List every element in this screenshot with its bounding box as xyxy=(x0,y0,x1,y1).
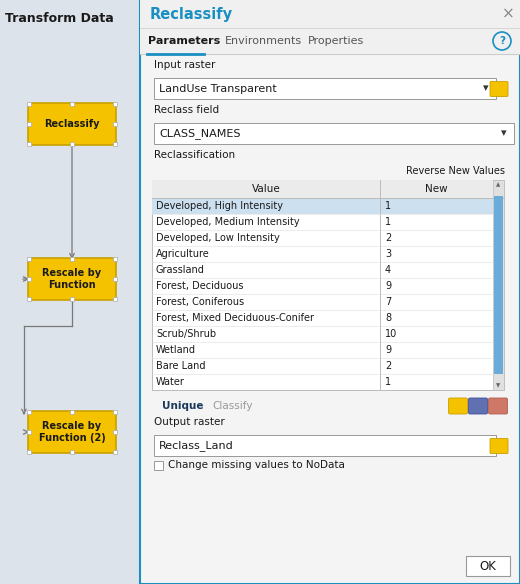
Text: 4: 4 xyxy=(385,265,391,275)
FancyBboxPatch shape xyxy=(488,398,508,414)
FancyBboxPatch shape xyxy=(469,398,488,414)
Bar xyxy=(113,430,117,434)
Text: Input raster: Input raster xyxy=(154,60,215,70)
Bar xyxy=(113,450,117,454)
Text: 1: 1 xyxy=(385,377,391,387)
Text: Classify: Classify xyxy=(212,401,253,411)
Text: 9: 9 xyxy=(385,345,391,355)
Text: 9: 9 xyxy=(385,281,391,291)
FancyBboxPatch shape xyxy=(490,439,508,454)
Text: Developed, High Intensity: Developed, High Intensity xyxy=(156,201,283,211)
Bar xyxy=(27,142,31,146)
Text: Agriculture: Agriculture xyxy=(156,249,210,259)
FancyBboxPatch shape xyxy=(448,398,467,414)
Bar xyxy=(152,180,493,198)
Text: 10: 10 xyxy=(385,329,397,339)
Text: Reverse New Values: Reverse New Values xyxy=(406,166,505,176)
FancyBboxPatch shape xyxy=(490,82,508,96)
Text: Output raster: Output raster xyxy=(154,417,225,427)
Text: Change missing values to NoData: Change missing values to NoData xyxy=(168,461,345,471)
Bar xyxy=(154,123,514,144)
Bar xyxy=(27,122,31,126)
Bar xyxy=(70,410,74,414)
Text: Bare Land: Bare Land xyxy=(156,361,205,371)
Text: Reclass field: Reclass field xyxy=(154,105,219,115)
Text: ▼: ▼ xyxy=(497,384,501,388)
Text: New: New xyxy=(425,184,448,194)
Bar xyxy=(27,297,31,301)
Text: 1: 1 xyxy=(385,201,391,211)
Bar xyxy=(70,102,74,106)
Bar xyxy=(154,461,163,470)
Text: ?: ? xyxy=(499,36,505,46)
Bar xyxy=(27,102,31,106)
Text: OK: OK xyxy=(479,559,497,572)
Text: Rescale by
Function (2): Rescale by Function (2) xyxy=(38,421,106,443)
Bar xyxy=(154,435,496,456)
Bar xyxy=(70,450,74,454)
Bar xyxy=(140,28,520,54)
Text: CLASS_NAMES: CLASS_NAMES xyxy=(159,128,240,139)
Bar xyxy=(27,450,31,454)
Bar xyxy=(493,180,504,390)
Text: 8: 8 xyxy=(385,313,391,323)
Bar xyxy=(152,180,504,390)
Bar xyxy=(0,0,140,584)
Text: Reclassify: Reclassify xyxy=(150,6,233,22)
Text: Developed, Medium Intensity: Developed, Medium Intensity xyxy=(156,217,300,227)
FancyBboxPatch shape xyxy=(28,258,116,300)
Bar xyxy=(494,196,503,374)
Text: Unique: Unique xyxy=(162,401,203,411)
Bar xyxy=(70,257,74,261)
Text: ×: × xyxy=(502,6,514,22)
Bar xyxy=(113,257,117,261)
Bar xyxy=(70,297,74,301)
Bar xyxy=(70,142,74,146)
Text: Rescale by
Function: Rescale by Function xyxy=(43,268,101,290)
Bar xyxy=(27,410,31,414)
Text: Transform Data: Transform Data xyxy=(5,12,114,25)
Text: Forest, Mixed Deciduous-Conifer: Forest, Mixed Deciduous-Conifer xyxy=(156,313,314,323)
Bar xyxy=(154,78,496,99)
Text: Parameters: Parameters xyxy=(148,36,220,46)
Text: Environments: Environments xyxy=(225,36,302,46)
Text: Forest, Deciduous: Forest, Deciduous xyxy=(156,281,243,291)
Bar xyxy=(27,430,31,434)
Bar xyxy=(113,410,117,414)
Text: 2: 2 xyxy=(385,233,391,243)
Bar xyxy=(113,277,117,281)
Text: 2: 2 xyxy=(385,361,391,371)
FancyBboxPatch shape xyxy=(28,411,116,453)
Bar xyxy=(140,0,520,584)
Text: Forest, Coniferous: Forest, Coniferous xyxy=(156,297,244,307)
Text: Grassland: Grassland xyxy=(156,265,205,275)
Bar xyxy=(140,0,520,28)
Text: Developed, Low Intensity: Developed, Low Intensity xyxy=(156,233,280,243)
Bar xyxy=(113,297,117,301)
Bar xyxy=(113,142,117,146)
Text: Reclass_Land: Reclass_Land xyxy=(159,440,234,451)
Text: 7: 7 xyxy=(385,297,391,307)
Text: ▲: ▲ xyxy=(497,182,501,187)
Text: ▾: ▾ xyxy=(501,128,507,138)
Text: Value: Value xyxy=(252,184,280,194)
Text: Properties: Properties xyxy=(308,36,364,46)
Bar xyxy=(27,257,31,261)
Bar xyxy=(113,122,117,126)
Text: 3: 3 xyxy=(385,249,391,259)
Text: Reclassification: Reclassification xyxy=(154,150,235,160)
Text: Wetland: Wetland xyxy=(156,345,196,355)
Text: ▾: ▾ xyxy=(483,84,489,93)
Bar xyxy=(466,556,510,576)
FancyBboxPatch shape xyxy=(28,103,116,145)
Bar xyxy=(152,198,493,214)
Text: Scrub/Shrub: Scrub/Shrub xyxy=(156,329,216,339)
Bar xyxy=(27,277,31,281)
Text: LandUse Transparent: LandUse Transparent xyxy=(159,84,277,93)
Text: 1: 1 xyxy=(385,217,391,227)
Bar xyxy=(113,102,117,106)
Text: Water: Water xyxy=(156,377,185,387)
Text: Reclassify: Reclassify xyxy=(44,119,100,129)
